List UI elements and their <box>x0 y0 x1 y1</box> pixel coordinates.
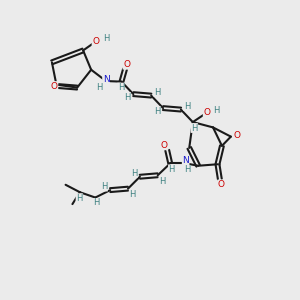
Text: O: O <box>51 82 58 91</box>
Text: H: H <box>191 124 197 133</box>
Text: O: O <box>123 60 130 69</box>
Text: H: H <box>76 194 83 202</box>
Text: H: H <box>184 101 190 110</box>
Text: H: H <box>169 165 175 174</box>
Text: H: H <box>159 177 165 186</box>
Text: H: H <box>124 93 130 102</box>
Text: O: O <box>203 108 210 117</box>
Text: H: H <box>129 190 136 199</box>
Text: H: H <box>101 182 107 191</box>
Text: N: N <box>103 75 110 84</box>
Text: H: H <box>103 34 110 43</box>
Text: H: H <box>154 88 160 97</box>
Text: O: O <box>233 130 240 140</box>
Text: O: O <box>218 180 225 189</box>
Text: H: H <box>94 198 100 207</box>
Text: H: H <box>154 106 160 116</box>
Text: H: H <box>213 106 220 115</box>
Text: H: H <box>184 165 190 174</box>
Text: O: O <box>92 37 99 46</box>
Text: N: N <box>182 157 189 166</box>
Text: O: O <box>161 141 168 150</box>
Text: H: H <box>96 83 103 92</box>
Text: H: H <box>118 83 124 92</box>
Text: H: H <box>131 169 137 178</box>
